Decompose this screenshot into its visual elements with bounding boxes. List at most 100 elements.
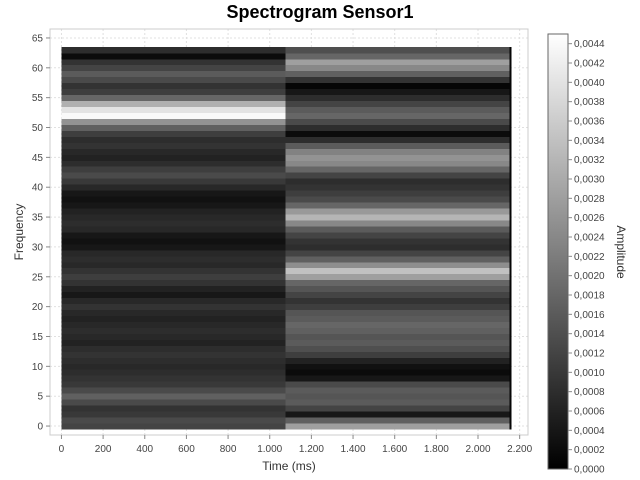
heatmap-cell bbox=[509, 405, 512, 412]
heatmap-cell bbox=[285, 327, 510, 334]
heatmap-cell bbox=[285, 243, 510, 251]
heatmap-cell bbox=[509, 172, 512, 179]
heatmap-cell bbox=[285, 94, 510, 102]
heatmap-cell bbox=[285, 249, 510, 257]
heatmap-cell bbox=[509, 369, 512, 376]
colorbar-tick-label: 0,0014 bbox=[574, 329, 605, 340]
heatmap-cell bbox=[509, 94, 512, 102]
colorbar-tick-label: 0,0018 bbox=[574, 291, 605, 302]
heatmap-cell bbox=[285, 124, 510, 131]
heatmap-cell bbox=[61, 172, 286, 179]
heatmap-cell bbox=[285, 351, 510, 358]
heatmap-cell bbox=[61, 64, 286, 72]
heatmap-cell bbox=[61, 255, 286, 263]
heatmap-cell bbox=[509, 136, 512, 143]
heatmap-cell bbox=[285, 148, 510, 155]
heatmap-cell bbox=[509, 339, 512, 346]
heatmap-cell bbox=[509, 393, 512, 400]
colorbar-tick-label: 0,0012 bbox=[574, 349, 605, 360]
colorbar-tick-label: 0,0032 bbox=[574, 155, 605, 166]
heatmap-cell bbox=[285, 285, 510, 293]
heatmap-cell bbox=[509, 273, 512, 281]
heatmap-cell bbox=[285, 46, 510, 54]
heatmap-cell bbox=[61, 214, 286, 221]
x-tick-label: 0 bbox=[59, 444, 65, 455]
heatmap-cell bbox=[285, 291, 510, 299]
heatmap-cell bbox=[61, 52, 286, 60]
heatmap-cell bbox=[285, 363, 510, 370]
heatmap-cell bbox=[285, 184, 510, 191]
heatmap-cell bbox=[61, 405, 286, 412]
heatmap-cell bbox=[61, 124, 286, 131]
heatmap-cell bbox=[61, 226, 286, 233]
heatmap-cell bbox=[61, 417, 286, 424]
heatmap-cell bbox=[285, 345, 510, 352]
heatmap-cell bbox=[61, 381, 286, 388]
heatmap-cells bbox=[61, 46, 512, 430]
heatmap-cell bbox=[285, 58, 510, 66]
colorbar-tick-label: 0,0006 bbox=[574, 407, 605, 418]
heatmap-cell bbox=[509, 267, 512, 275]
heatmap-cell bbox=[61, 148, 286, 155]
heatmap-cell bbox=[509, 297, 512, 305]
heatmap-cell bbox=[285, 381, 510, 388]
heatmap-cell bbox=[509, 387, 512, 394]
heatmap-cell bbox=[285, 196, 510, 203]
heatmap-cell bbox=[285, 112, 510, 119]
heatmap-cell bbox=[509, 333, 512, 340]
y-tick-label: 15 bbox=[32, 332, 44, 343]
heatmap-cell bbox=[61, 136, 286, 143]
heatmap-cell bbox=[509, 315, 512, 322]
heatmap-cell bbox=[61, 232, 286, 239]
heatmap-cell bbox=[285, 417, 510, 424]
heatmap-cell bbox=[61, 423, 286, 430]
heatmap-cell bbox=[509, 381, 512, 388]
heatmap-cell bbox=[285, 369, 510, 376]
heatmap-cell bbox=[509, 118, 512, 125]
heatmap-cell bbox=[61, 309, 286, 316]
heatmap-cell bbox=[285, 273, 510, 281]
heatmap-cell bbox=[61, 100, 286, 108]
heatmap-cell bbox=[61, 273, 286, 281]
heatmap-cell bbox=[61, 166, 286, 173]
heatmap-cell bbox=[61, 363, 286, 370]
y-tick-label: 5 bbox=[37, 392, 43, 403]
colorbar-tick-label: 0,0026 bbox=[574, 213, 605, 224]
y-tick-label: 60 bbox=[32, 63, 44, 74]
heatmap-cell bbox=[509, 52, 512, 60]
heatmap-cell bbox=[509, 226, 512, 233]
heatmap-cell bbox=[61, 351, 286, 358]
heatmap-cell bbox=[61, 411, 286, 418]
plot-frame bbox=[49, 28, 529, 436]
heatmap-cell bbox=[61, 94, 286, 102]
heatmap-cell bbox=[285, 88, 510, 96]
heatmap-cell bbox=[509, 112, 512, 119]
heatmap-cell bbox=[61, 321, 286, 328]
heatmap-cell bbox=[509, 237, 512, 245]
colorbar-tick-label: 0,0030 bbox=[574, 175, 605, 186]
heatmap-cell bbox=[285, 267, 510, 275]
colorbar-tick-label: 0,0034 bbox=[574, 136, 605, 147]
heatmap-cell bbox=[509, 76, 512, 84]
heatmap-cell bbox=[285, 261, 510, 269]
heatmap-cell bbox=[285, 100, 510, 108]
heatmap-cell bbox=[61, 160, 286, 167]
heatmap-cell bbox=[509, 142, 512, 149]
heatmap-cell bbox=[61, 387, 286, 394]
heatmap-cell bbox=[285, 333, 510, 340]
heatmap-cell bbox=[285, 76, 510, 84]
heatmap-cell bbox=[61, 279, 286, 287]
heatmap-cell bbox=[509, 82, 512, 90]
colorbar-tick-label: 0,0042 bbox=[574, 59, 605, 70]
x-tick-label: 1.200 bbox=[299, 444, 324, 455]
heatmap-cell bbox=[61, 375, 286, 382]
heatmap-cell bbox=[509, 88, 512, 96]
heatmap-cell bbox=[509, 261, 512, 269]
x-tick-label: 1.600 bbox=[382, 444, 407, 455]
y-tick-label: 20 bbox=[32, 302, 44, 313]
heatmap-cell bbox=[509, 232, 512, 239]
heatmap-cell bbox=[285, 315, 510, 322]
heatmap-cell bbox=[509, 106, 512, 113]
y-tick-label: 0 bbox=[37, 422, 43, 433]
